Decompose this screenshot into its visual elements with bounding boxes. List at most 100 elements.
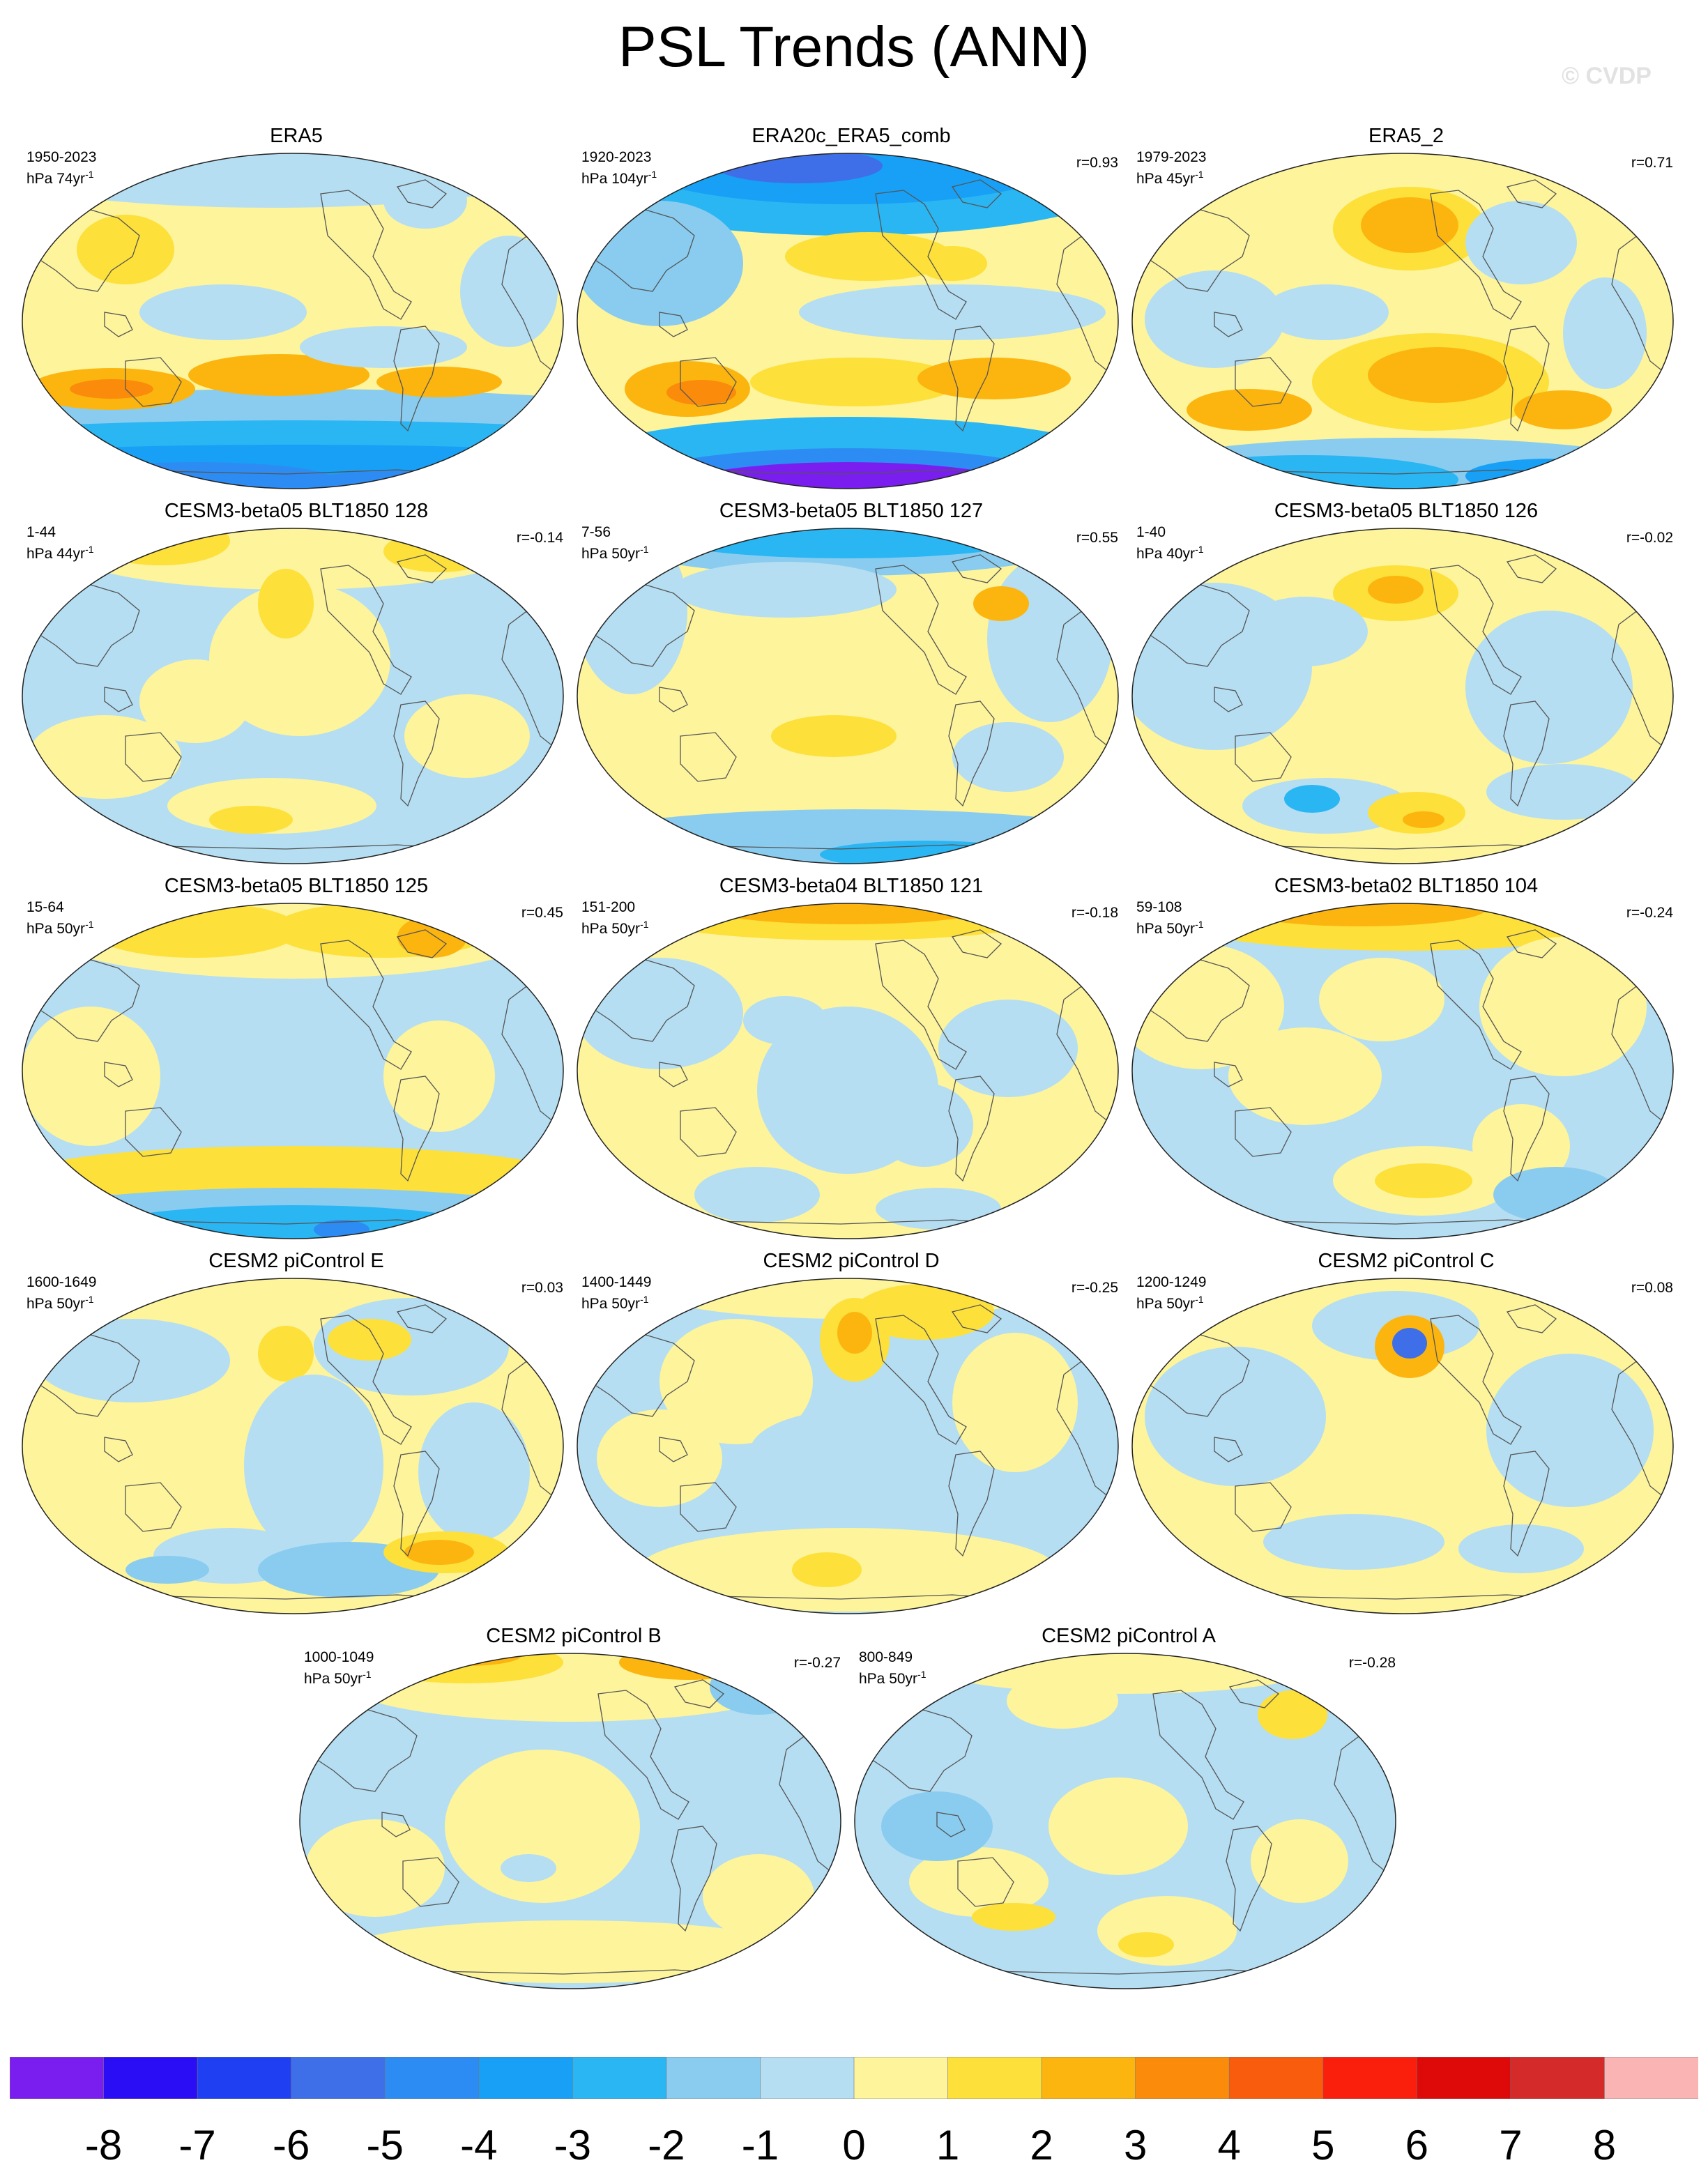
trend-contour-region: [708, 903, 987, 924]
trend-map: [299, 1653, 841, 1989]
coastline: [1214, 687, 1243, 712]
coastline: [125, 732, 182, 782]
panel-years: 15-64: [26, 899, 64, 915]
trend-contour-region: [1458, 1524, 1584, 1573]
coastline: [396, 554, 448, 583]
trend-contour-region: [917, 358, 1071, 399]
panel-years: 1200-1249: [1136, 1274, 1207, 1290]
colorbar-swatch: [947, 2057, 1042, 2099]
colorbar-tick-label: 5: [1311, 2122, 1335, 2169]
coastline: [125, 1107, 182, 1157]
trend-contour-region: [1361, 197, 1458, 253]
coastline: [875, 190, 967, 320]
panel-years: 59-108: [1136, 899, 1182, 915]
panel-correlation: r=-0.27: [793, 1655, 841, 1671]
trend-map: [577, 528, 1119, 864]
panel-units: hPa 50yr-1: [581, 544, 649, 562]
map-outline: [1131, 528, 1674, 864]
colorbar-tick-label: -6: [272, 2122, 310, 2169]
trend-contour-region: [1368, 576, 1424, 604]
coastline: [673, 1679, 725, 1708]
trend-contour-region: [876, 1083, 973, 1167]
panel-units: hPa 50yr-1: [26, 1294, 94, 1312]
panel-title: ERA5_2: [1368, 125, 1444, 147]
coastline: [680, 357, 737, 407]
trend-contour-region: [750, 1409, 959, 1493]
map-panel: CESM2 piControl D 1400-1449 hPa 50yr-1 r=-0…: [576, 1249, 1127, 1615]
panel-correlation: r=-0.25: [1071, 1280, 1118, 1296]
panel-years: 7-56: [581, 524, 611, 540]
panel-units: hPa 50yr-1: [1136, 919, 1204, 937]
trend-contour-region: [70, 379, 153, 399]
coastline: [1503, 326, 1550, 432]
trend-contour-region: [404, 1540, 474, 1565]
panel-title: CESM2 piControl D: [763, 1250, 940, 1272]
coastline: [1214, 1062, 1243, 1087]
coastline: [1430, 190, 1522, 320]
coastline: [1235, 1482, 1292, 1532]
colorbar-tick-label: -2: [648, 2122, 685, 2169]
colorbar-swatch: [1228, 2057, 1324, 2099]
trend-contour-region: [1486, 764, 1640, 820]
panel-units: hPa 50yr-1: [859, 1669, 927, 1687]
colorbar-swatch: [1322, 2057, 1418, 2099]
coastline: [393, 326, 440, 432]
coastline: [1226, 1826, 1272, 1932]
colorbar-swatch: [384, 2057, 480, 2099]
coastline: [1214, 1437, 1243, 1462]
coastline: [393, 1076, 440, 1182]
trend-contour-region: [1465, 611, 1633, 764]
coastline: [671, 1826, 717, 1932]
panel-title: CESM3-beta05 BLT1850 125: [164, 875, 429, 897]
trend-contour-region: [876, 1188, 1001, 1230]
trend-contour-region: [63, 528, 523, 590]
panel-units: hPa 74yr-1: [26, 169, 94, 187]
coastline: [396, 1304, 448, 1333]
colorbar-tick-label: 3: [1123, 2122, 1147, 2169]
trend-map: [22, 1278, 564, 1614]
panel-correlation: r=0.55: [1076, 530, 1118, 546]
trend-map: [22, 153, 564, 489]
colorbar-swatch: [760, 2057, 855, 2099]
trend-contour-region: [84, 1205, 502, 1239]
coastline: [957, 1857, 1014, 1907]
panel-years: 1950-2023: [26, 149, 97, 165]
coastline: [1503, 1451, 1550, 1557]
map-panel: CESM3-beta05 BLT1850 126 1-40 hPa 40yr-1 r=…: [1131, 499, 1682, 865]
map-outline: [577, 1278, 1119, 1614]
coastline: [320, 940, 412, 1070]
coastline: [320, 1315, 412, 1445]
panel-title: CESM3-beta05 BLT1850 126: [1274, 500, 1539, 522]
map-outline: [577, 153, 1119, 489]
coastline: [125, 357, 182, 407]
map-panel: CESM3-beta05 BLT1850 128 1-44 hPa 44yr-1 r=…: [21, 499, 572, 865]
coastline: [125, 1482, 182, 1532]
trend-contour-region: [1392, 1328, 1427, 1359]
colorbar-swatch: [572, 2057, 667, 2099]
panel-title: CESM3-beta04 BLT1850 121: [719, 875, 984, 897]
colorbar-tick-label: 1: [936, 2122, 960, 2169]
panel-units: hPa 40yr-1: [1136, 544, 1204, 562]
coastline: [875, 940, 967, 1070]
panel-correlation: r=-0.14: [516, 530, 563, 546]
coastline: [948, 1076, 995, 1182]
trend-contour-region: [1235, 903, 1486, 926]
trend-contour-region: [1319, 958, 1444, 1041]
panel-correlation: r=0.08: [1631, 1280, 1673, 1296]
panel-units: hPa 104yr-1: [581, 169, 657, 187]
chart-title: PSL Trends (ANN): [618, 15, 1090, 79]
colorbar-tick-label: 0: [842, 2122, 866, 2169]
trend-contour-region: [1486, 1354, 1654, 1507]
coastline: [1430, 1315, 1522, 1445]
map-outline: [22, 1278, 564, 1614]
map-panel: ERA5_2 1979-2023 hPa 45yr-1 r=0.71: [1131, 124, 1682, 490]
trend-contour-region: [952, 1333, 1078, 1472]
panel-years: 151-200: [581, 899, 636, 915]
map-outline: [22, 153, 564, 489]
colorbar-swatch: [1417, 2057, 1511, 2099]
trend-contour-region: [855, 1284, 994, 1340]
trend-contour-region: [383, 1020, 495, 1132]
trend-contour-region: [501, 1854, 556, 1882]
trend-contour-region: [1514, 390, 1612, 429]
trend-contour-region: [28, 715, 181, 799]
